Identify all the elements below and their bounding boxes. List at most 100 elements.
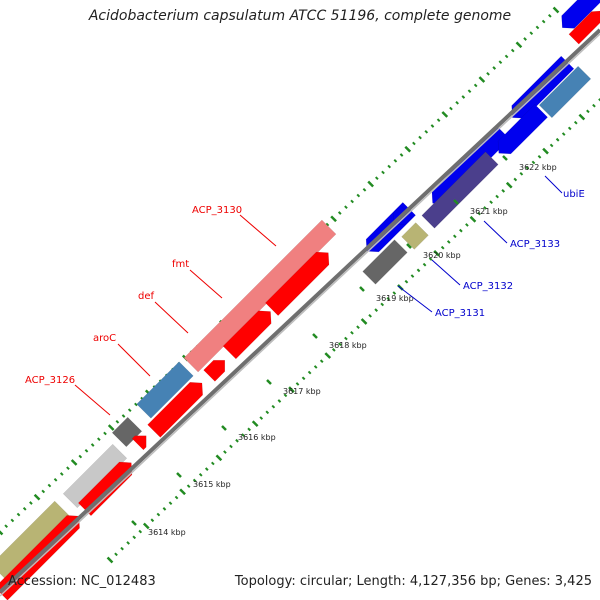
- outer-tick: [10, 518, 15, 523]
- inner-tick: [168, 501, 173, 506]
- inner-tick: [126, 541, 130, 545]
- inner-tick: [495, 194, 499, 199]
- inner-tick: [404, 279, 409, 284]
- gene-leader-line: [397, 285, 433, 313]
- cds-forward: [222, 310, 272, 360]
- outer-tick: [418, 135, 422, 140]
- outer-tick: [70, 459, 78, 466]
- inner-tick: [422, 262, 427, 267]
- outer-tick: [486, 71, 490, 76]
- outer-tick: [441, 111, 449, 118]
- inner-tick: [138, 529, 143, 534]
- inner-tick: [459, 228, 463, 233]
- outer-tick: [430, 124, 435, 128]
- cds-forward: [568, 10, 600, 45]
- cds-reverse: [497, 104, 548, 155]
- inner-tick: [106, 556, 114, 564]
- feature-steelblue: [538, 65, 592, 119]
- gene-leader-line: [483, 220, 508, 244]
- inner-tick: [573, 120, 578, 125]
- outer-tick: [461, 95, 466, 99]
- inner-tick: [251, 420, 259, 428]
- inner-tick: [313, 365, 318, 369]
- outer-tick: [41, 489, 46, 494]
- outer-tick: [375, 176, 379, 181]
- inner-tick: [150, 518, 155, 523]
- outer-tick: [103, 431, 107, 436]
- outer-tick: [356, 193, 361, 198]
- inner-tick: [578, 113, 586, 121]
- gene-label: ubiE: [563, 189, 585, 200]
- inner-tick: [319, 359, 324, 364]
- scale-label: 3619 kbp: [376, 294, 414, 303]
- outer-tick: [436, 118, 441, 123]
- outer-tick: [381, 170, 385, 175]
- inner-tick: [229, 444, 233, 449]
- outer-tick: [399, 153, 404, 157]
- inner-tick: [198, 472, 203, 477]
- feature-steelblue: [136, 361, 194, 419]
- inner-tick: [215, 454, 223, 462]
- outer-tick: [455, 100, 459, 105]
- scale-tick: [453, 199, 459, 205]
- inner-tick: [392, 291, 397, 295]
- cds-forward: [265, 251, 330, 316]
- outer-tick: [467, 89, 472, 94]
- inner-tick: [192, 478, 197, 483]
- inner-tick: [114, 552, 118, 557]
- outer-tick: [504, 54, 509, 59]
- outer-tick: [552, 6, 560, 14]
- outer-tick: [362, 187, 367, 192]
- inner-tick: [162, 507, 167, 511]
- inner-tick: [338, 342, 342, 347]
- outer-tick: [121, 414, 126, 418]
- cds-reverse: [561, 0, 600, 29]
- outer-tick: [547, 13, 552, 18]
- gene-leader-line: [431, 259, 461, 286]
- outer-tick: [0, 530, 4, 536]
- cds-forward: [147, 382, 203, 438]
- inner-tick: [241, 433, 245, 437]
- outer-tick: [33, 493, 41, 501]
- outer-tick: [4, 524, 9, 529]
- topology-summary: Topology: circular; Length: 4,127,356 bp…: [234, 574, 592, 589]
- scale-label: 3620 kbp: [423, 251, 461, 260]
- backbone-line: [0, 28, 600, 594]
- inner-tick: [350, 331, 354, 335]
- outer-tick: [97, 437, 101, 442]
- inner-tick: [561, 132, 566, 136]
- inner-tick: [537, 154, 542, 159]
- scale-tick: [312, 333, 318, 339]
- inner-tick: [120, 546, 124, 551]
- outer-tick: [90, 443, 95, 447]
- inner-tick: [410, 274, 415, 278]
- inner-tick: [477, 211, 481, 216]
- gene-leader-line: [239, 214, 277, 247]
- backbone-lines: [0, 28, 600, 597]
- outer-tick: [53, 477, 58, 482]
- inner-tick: [452, 234, 457, 239]
- outer-tick: [478, 76, 486, 83]
- inner-tick: [428, 257, 433, 261]
- inner-tick: [186, 484, 191, 488]
- outer-tick: [16, 512, 21, 517]
- scale-label: 3615 kbp: [193, 480, 231, 489]
- inner-tick: [501, 189, 506, 193]
- scale-label: 3621 kbp: [470, 207, 508, 216]
- inner-tick: [374, 308, 378, 312]
- inner-tick: [344, 336, 348, 341]
- inner-tick: [531, 160, 536, 165]
- outer-tick: [387, 164, 392, 169]
- cds-reverse: [431, 125, 511, 205]
- inner-tick: [283, 393, 288, 398]
- inner-tick: [271, 404, 276, 409]
- outer-tick: [498, 60, 503, 65]
- inner-tick: [433, 249, 441, 257]
- gene-label: ACP_3132: [463, 281, 513, 292]
- inner-tick: [567, 126, 572, 131]
- outer-tick: [66, 466, 70, 471]
- inner-tick: [542, 147, 549, 155]
- inner-tick: [288, 386, 295, 393]
- backbone-highlight: [0, 33, 600, 597]
